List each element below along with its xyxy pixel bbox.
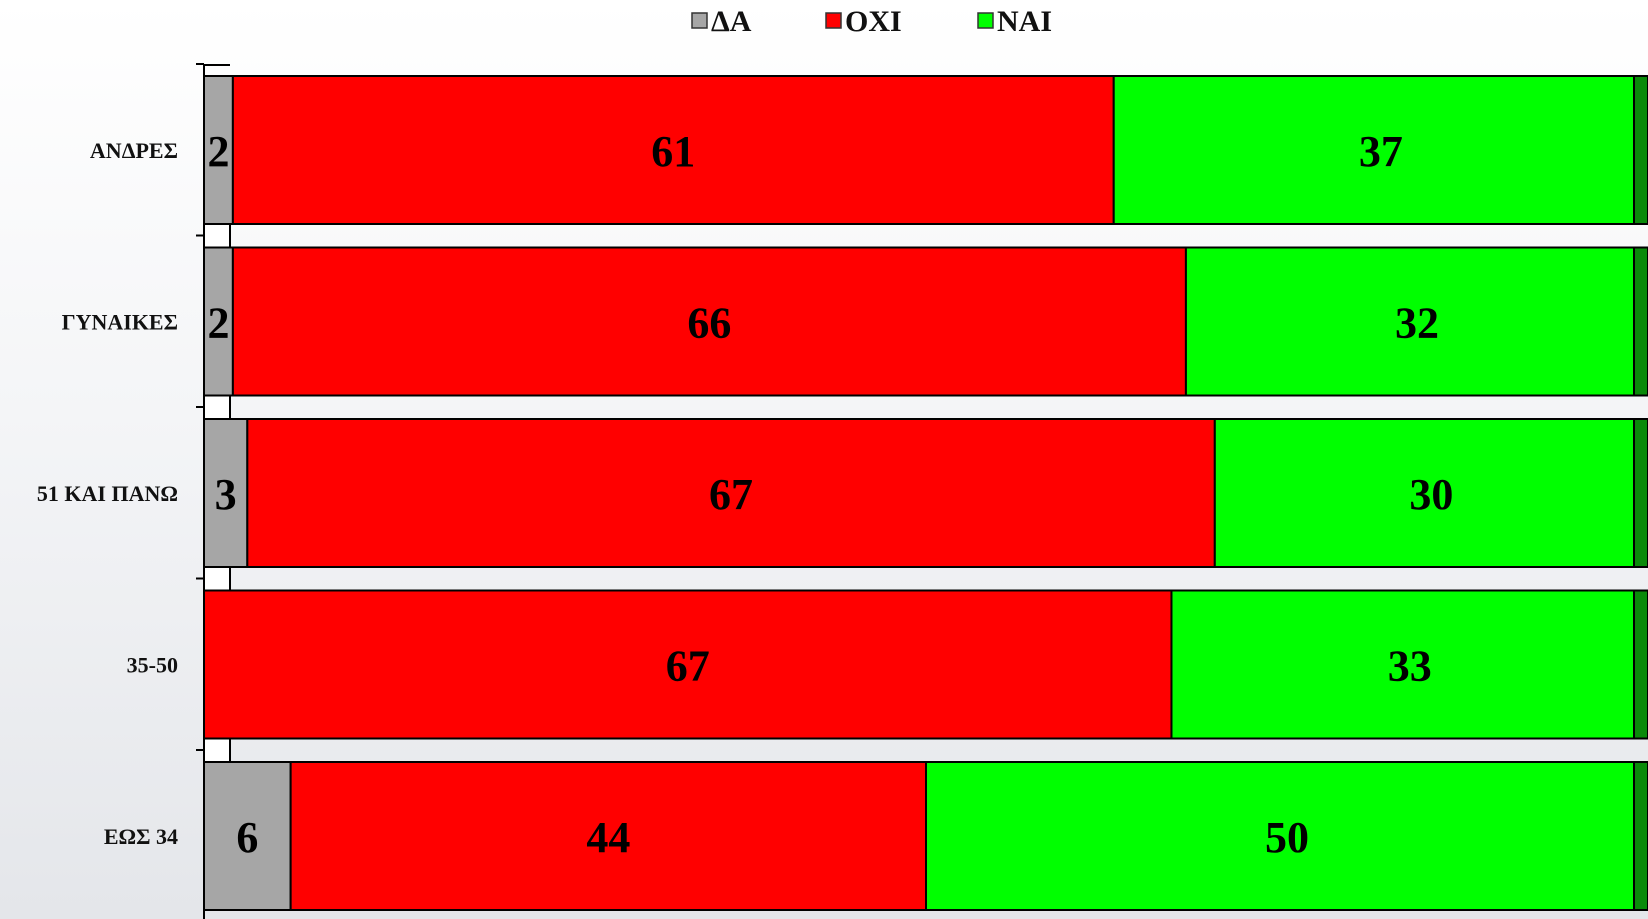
- bar-row-35-50: 35-50 67 33: [127, 566, 1648, 740]
- legend-swatch: [691, 12, 708, 29]
- bar-area: ΑΝΔΡΕΣ 2 61 37 ΓΥΝΑΙΚΕΣ 2 66 32 51 ΚΑΙ ΠΑΝΩ 3 67 30…: [37, 63, 1648, 911]
- bar-segment-ναι: [1184, 246, 1648, 397]
- bar-segment-ναι: [1112, 75, 1648, 225]
- bar-edge: [1633, 418, 1648, 568]
- bar-edge: [1633, 589, 1648, 740]
- bar-segment-ναι: [1213, 418, 1648, 568]
- legend-label: ΟΧΙ: [845, 5, 902, 38]
- tick-label: 51 ΚΑΙ ΠΑΝΩ: [37, 481, 178, 506]
- legend-item: ΝΑΙ: [977, 5, 1052, 38]
- data-label: 66: [687, 299, 731, 348]
- bar-edge: [1633, 761, 1648, 911]
- bar-segment-οχι: [289, 761, 927, 911]
- bar-segment-ναι: [1170, 589, 1648, 740]
- legend-item: ΔΑ: [691, 5, 752, 38]
- data-label: 67: [709, 470, 753, 519]
- data-label: 33: [1388, 642, 1432, 691]
- bar-row-γυναικες: ΓΥΝΑΙΚΕΣ 2 66 32: [62, 223, 1648, 397]
- axis-gap: [203, 737, 231, 763]
- data-label: 2: [207, 299, 229, 348]
- legend-label: ΔΑ: [711, 5, 752, 38]
- bar-edge: [1633, 246, 1648, 397]
- bar-edge: [1633, 75, 1648, 225]
- data-label: 50: [1265, 813, 1309, 862]
- bar-segment-δα: [203, 75, 234, 225]
- legend-item: ΟΧΙ: [825, 5, 902, 38]
- data-label: 67: [666, 642, 710, 691]
- legend-swatch: [977, 12, 994, 29]
- data-label: 6: [236, 813, 258, 862]
- chart-legend: ΔΑ ΟΧΙ ΝΑΙ: [691, 5, 1052, 38]
- axis-gap: [203, 223, 231, 249]
- bar-row-51-και-πανω: 51 ΚΑΙ ΠΑΝΩ 3 67 30: [37, 394, 1648, 568]
- data-label: 44: [586, 813, 630, 862]
- data-label: 3: [215, 470, 237, 519]
- bar-segment-δα: [203, 418, 249, 568]
- legend-label: ΝΑΙ: [997, 5, 1052, 38]
- data-label: 32: [1395, 299, 1439, 348]
- tick-label: ΑΝΔΡΕΣ: [90, 138, 178, 163]
- bar-row-εως-34: ΕΩΣ 34 6 44 50: [104, 737, 1648, 911]
- bar-segment-οχι: [246, 418, 1216, 568]
- axis-gap: [203, 566, 231, 592]
- bar-row-ανδρες: ΑΝΔΡΕΣ 2 61 37: [90, 63, 1648, 225]
- data-label: 61: [651, 127, 695, 176]
- data-label: 37: [1359, 127, 1403, 176]
- tick-label: 35-50: [127, 653, 178, 678]
- bar-segment-οχι: [203, 589, 1173, 740]
- axis-gap: [203, 394, 231, 420]
- legend-swatch: [825, 12, 842, 29]
- bar-segment-οχι: [231, 75, 1115, 225]
- bar-segment-δα: [203, 761, 292, 911]
- tick-label: ΕΩΣ 34: [104, 824, 178, 849]
- data-label: 2: [207, 127, 229, 176]
- bar-segment-ναι: [925, 761, 1648, 911]
- data-label: 30: [1409, 470, 1453, 519]
- tick-label: ΓΥΝΑΙΚΕΣ: [62, 310, 178, 335]
